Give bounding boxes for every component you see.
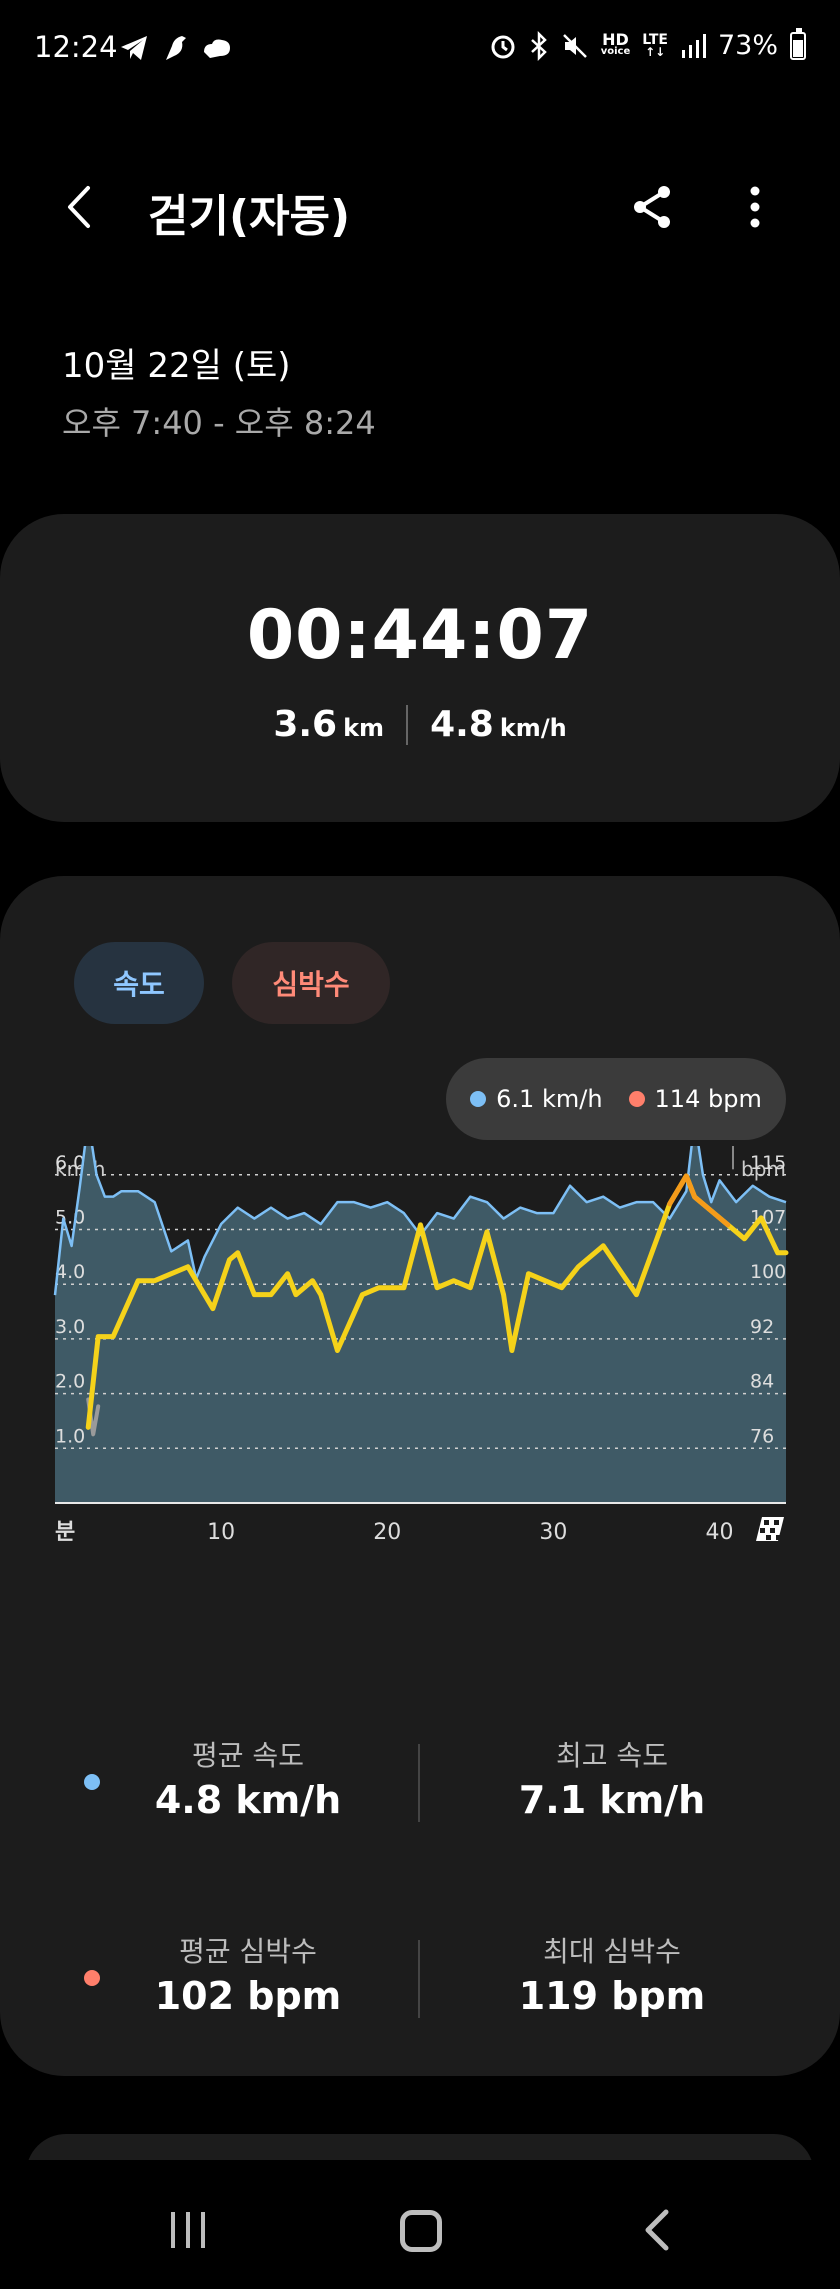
x-tick-label: 20 bbox=[373, 1520, 401, 1545]
status-time: 12:24 bbox=[34, 30, 118, 64]
nav-back-icon[interactable] bbox=[638, 2208, 678, 2252]
bluetooth-icon bbox=[530, 30, 547, 61]
speed-legend-dot bbox=[84, 1774, 100, 1790]
distance-value: 3.6 bbox=[273, 704, 338, 745]
summary-card: 00:44:07 3.6 km 4.8 km/h bbox=[0, 514, 840, 822]
right-tick-label: 100 bbox=[750, 1261, 786, 1283]
finish-flag-check bbox=[766, 1535, 771, 1540]
right-tick-label: 92 bbox=[750, 1316, 774, 1338]
stats-divider bbox=[418, 1940, 420, 2018]
heart-rate-dot bbox=[628, 1091, 645, 1107]
right-tick-label: 84 bbox=[750, 1371, 774, 1393]
x-tick-label: 30 bbox=[539, 1520, 567, 1545]
tab-speed[interactable]: 속도 bbox=[74, 942, 204, 1024]
bird-icon bbox=[166, 36, 186, 60]
finish-flag-check bbox=[760, 1528, 765, 1533]
right-tick-label: 76 bbox=[750, 1425, 774, 1447]
status-bar: 12:24 HD voice LTE ↑↓ bbox=[0, 0, 840, 100]
session-time-range: 오후 7:40 - 오후 8:24 bbox=[62, 404, 376, 442]
share-icon[interactable] bbox=[628, 182, 678, 232]
summary-divider bbox=[406, 704, 409, 745]
heart-rate-legend-dot bbox=[84, 1970, 100, 1986]
more-options-icon[interactable] bbox=[730, 182, 780, 232]
home-icon[interactable] bbox=[400, 2210, 442, 2252]
left-tick-label: 6.0 bbox=[55, 1152, 85, 1174]
tab-heart-rate[interactable]: 심박수 bbox=[232, 942, 390, 1024]
page-title: 걷기(자동) bbox=[148, 191, 351, 242]
app-header: 걷기(자동) bbox=[0, 160, 840, 250]
max-speed-label: 최고 속도 bbox=[556, 1739, 668, 1772]
speed-area bbox=[55, 1146, 786, 1503]
finish-flag-check bbox=[774, 1520, 779, 1525]
hd-voice-icon: HD voice bbox=[600, 29, 631, 57]
finish-flag-check bbox=[776, 1535, 781, 1540]
back-arrow-icon[interactable] bbox=[56, 182, 106, 232]
right-tick-label: 115 bbox=[750, 1152, 786, 1174]
avg-speed-label: 평균 속도 bbox=[192, 1739, 304, 1772]
avg-heart-rate-value: 102 bpm bbox=[154, 1974, 342, 2018]
mute-icon bbox=[562, 33, 587, 58]
distance: 3.6 km bbox=[273, 704, 384, 745]
chart-tooltip: 6.1 km/h 114 bpm bbox=[446, 1058, 786, 1140]
duration: 00:44:07 bbox=[246, 596, 594, 675]
battery-percent: 73% bbox=[717, 30, 778, 61]
lte-icon: LTE ↑↓ bbox=[642, 31, 668, 59]
avg-heart-rate-label: 평균 심박수 bbox=[179, 1935, 317, 1968]
left-tick-label: 4.0 bbox=[55, 1261, 85, 1283]
distance-unit: km bbox=[343, 714, 385, 742]
speed-dot bbox=[470, 1091, 487, 1107]
avg-speed: 4.8 km/h bbox=[430, 704, 567, 745]
y-axis-right-label: bpm bbox=[741, 1157, 786, 1181]
stats-divider bbox=[418, 1744, 420, 1822]
speed-unit: km/h bbox=[499, 714, 567, 742]
recent-apps-icon[interactable] bbox=[168, 2210, 208, 2250]
max-heart-rate-value: 119 bpm bbox=[518, 1974, 706, 2018]
summary-metrics: 3.6 km 4.8 km/h bbox=[0, 704, 840, 745]
x-tick-label: 40 bbox=[706, 1520, 734, 1545]
left-tick-label: 2.0 bbox=[55, 1371, 85, 1393]
avg-speed-value: 4.8 km/h bbox=[154, 1778, 342, 1822]
tooltip-speed: 6.1 km/h bbox=[496, 1085, 603, 1113]
speed-value: 4.8 bbox=[430, 704, 494, 745]
finish-flag-check bbox=[770, 1528, 775, 1533]
battery-icon bbox=[790, 27, 806, 60]
cloud-icon bbox=[204, 39, 230, 58]
max-speed-value: 7.1 km/h bbox=[518, 1778, 706, 1822]
x-axis-label: 분 bbox=[55, 1520, 75, 1545]
chart-card: 속도 심박수 6.1 km/h 114 bpm km/h bpm 1.0 76 2.0 8… bbox=[0, 876, 840, 2076]
finish-flag-check bbox=[764, 1520, 769, 1525]
max-heart-rate-label: 최대 심박수 bbox=[543, 1935, 681, 1968]
tooltip-heart-rate: 114 bpm bbox=[654, 1085, 762, 1113]
alarm-icon bbox=[491, 35, 515, 58]
system-nav-bar bbox=[0, 2160, 840, 2289]
left-tick-label: 1.0 bbox=[55, 1425, 85, 1447]
telegram-icon bbox=[121, 36, 147, 60]
finish-flag-icon bbox=[756, 1517, 784, 1541]
speed-line bbox=[53, 1146, 787, 1296]
signal-icon bbox=[681, 33, 706, 58]
session-date: 10월 22일 (토) bbox=[62, 346, 291, 386]
left-tick-label: 3.0 bbox=[55, 1316, 85, 1338]
x-tick-label: 10 bbox=[207, 1520, 235, 1545]
left-tick-label: 5.0 bbox=[55, 1207, 85, 1229]
